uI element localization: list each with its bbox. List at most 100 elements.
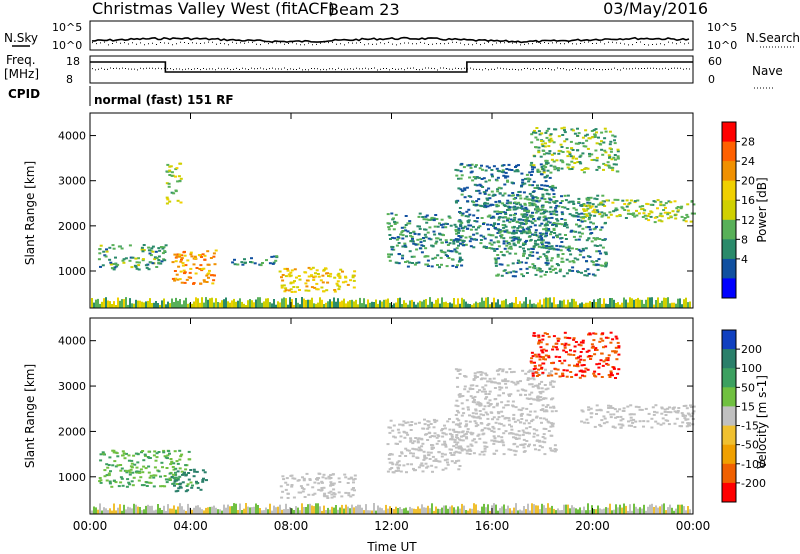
y-tick-label: 2000 (58, 220, 86, 233)
colorbar-tick-label: -200 (741, 477, 766, 490)
station-title: Christmas Valley West (fitACF) (92, 0, 335, 18)
scatter-region (231, 255, 279, 267)
freq-panel (89, 55, 694, 84)
noise-tick-low: 10^0 (52, 39, 82, 52)
colorbar-swatch (722, 122, 736, 143)
y-tick-label: 4000 (58, 130, 86, 143)
y-tick-label: 4000 (58, 335, 86, 348)
colorbar-swatch (722, 180, 736, 201)
scatter-region (580, 198, 696, 224)
y-tick-label: 2000 (58, 425, 86, 438)
colorbar-tick-label: 16 (741, 194, 755, 207)
power-ylabel: Slant Range [km] (23, 161, 37, 265)
ground-scatter-strip (91, 297, 691, 308)
colorbar-tick-label: 12 (741, 214, 755, 227)
cpid-text: normal (fast) 151 RF (94, 93, 234, 107)
scatter-region (170, 468, 208, 493)
freq-unit: [MHz] (4, 67, 39, 81)
colorbar-tick-label: 8 (741, 233, 748, 246)
colorbar-tick-label: 15 (741, 400, 755, 413)
colorbar-swatch (722, 161, 736, 182)
colorbar-swatch (722, 368, 736, 388)
scatter-region (386, 418, 465, 474)
colorbar-swatch (722, 330, 736, 350)
ground-scatter-strip (91, 503, 691, 514)
nave-dots (92, 67, 690, 71)
y-tick-label: 1000 (58, 265, 86, 278)
noise-tick-high: 10^5 (52, 21, 82, 34)
colorbar-swatch (722, 444, 736, 465)
noise-search-dots (92, 41, 689, 46)
x-tick-label: 12:00 (374, 519, 409, 533)
colorbar-swatch (722, 141, 736, 162)
date-label: 03/May/2016 (603, 0, 708, 18)
y-tick-label: 1000 (58, 471, 86, 484)
y-tick-label: 3000 (58, 380, 86, 393)
colorbar-swatch (722, 463, 736, 484)
x-tick-label: 00:00 (676, 519, 711, 533)
nave-tick-low: 0 (708, 73, 715, 86)
scatter-region (580, 404, 696, 429)
colorbar-tick-label: 4 (741, 253, 748, 266)
noise-tick-low-right: 10^0 (707, 39, 737, 52)
freq-tick-low: 8 (66, 73, 73, 86)
colorbar-tick-label: 100 (741, 362, 762, 375)
colorbar-swatch (722, 278, 736, 299)
scatter-region (529, 331, 621, 379)
freq-tick-high: 18 (66, 55, 80, 68)
colorbar-tick-label: 200 (741, 343, 762, 356)
colorbar-tick-label: -15 (741, 420, 759, 433)
colorbar-swatch (722, 258, 736, 279)
scatter-region (529, 126, 620, 174)
x-tick-label: 16:00 (475, 519, 510, 533)
colorbar-tick-label: 28 (741, 136, 755, 149)
x-tick-label: 08:00 (274, 519, 309, 533)
heatmap-background (90, 318, 693, 514)
colorbar-tick-label: 50 (741, 381, 755, 394)
colorbar-swatch (722, 387, 736, 407)
colorbar-swatch (722, 482, 736, 503)
colorbar-swatch (722, 200, 736, 221)
velocity-ylabel: Slant Range [km] (23, 364, 37, 468)
velocity-panel: 1000 2000 3000 4000 00:00 04:00 08:00 12:00 16:0… (58, 317, 766, 533)
scatter-region (454, 368, 558, 456)
power-colorbar-label: Power [dB] (755, 177, 769, 242)
scatter-region (492, 194, 608, 278)
scatter-region (278, 266, 357, 293)
scatter-region (279, 472, 357, 499)
freq-label: Freq. (6, 53, 36, 67)
noise-panel (89, 20, 694, 51)
noise-tick-high-right: 10^5 (707, 21, 737, 34)
colorbar-swatch (722, 349, 736, 369)
noise-sky-line (92, 36, 690, 44)
x-tick-label: 00:00 (73, 519, 108, 533)
cpid-label: CPID (8, 87, 40, 101)
y-tick-label: 3000 (58, 175, 86, 188)
colorbar: 200 100 50 15 -15 -50 -100 -200 (721, 329, 766, 503)
x-tick-label: 20:00 (575, 519, 610, 533)
colorbar-tick-label: -100 (741, 458, 766, 471)
nave-tick-high: 60 (708, 55, 722, 68)
colorbar: 28 24 20 16 12 8 4 (721, 121, 755, 299)
colorbar-swatch (722, 239, 736, 260)
nsearch-label: N.Search (746, 31, 800, 45)
x-tick-label: 04:00 (173, 519, 208, 533)
beam-label: Beam 23 (328, 0, 400, 19)
colorbar-swatch (722, 219, 736, 240)
colorbar-swatch (722, 406, 736, 426)
x-axis-label: Time UT (366, 540, 417, 554)
nsky-label: N.Sky (4, 31, 38, 45)
nave-label: Nave (752, 64, 783, 78)
velocity-colorbar-label: Velocity [m s-1] (755, 375, 769, 469)
colorbar-swatch (722, 425, 736, 446)
power-panel: 1000 2000 3000 4000 28 24 20 16 12 8 4 (58, 112, 755, 309)
scatter-region (171, 249, 218, 285)
colorbar-tick-label: 20 (741, 175, 755, 188)
scatter-region (97, 244, 168, 271)
colorbar-tick-label: -50 (741, 439, 759, 452)
scatter-region (386, 212, 465, 269)
colorbar-tick-label: 24 (741, 155, 755, 168)
scatter-region (165, 162, 183, 205)
freq-line (90, 61, 693, 73)
